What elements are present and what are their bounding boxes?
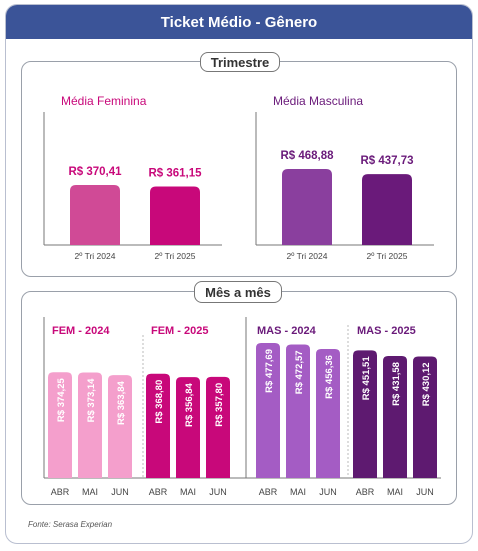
mas-quarter-title: Média Masculina <box>273 94 363 108</box>
mas-2024-value-label: R$ 477,69 <box>264 349 275 393</box>
mas-2024-value-label: R$ 456,36 <box>324 355 335 399</box>
mas-2025-bar <box>413 356 437 478</box>
source-note: Fonte: Serasa Experian <box>28 520 113 529</box>
mas-2024-tick-label: JUN <box>319 487 337 497</box>
fem-2024-bar <box>48 372 72 478</box>
fem-quarter-tick-label: 2º Tri 2025 <box>155 251 196 261</box>
fem-quarter-title: Média Feminina <box>61 94 147 108</box>
fem-2025-title: FEM - 2025 <box>151 325 208 337</box>
fem-2024-value-label: R$ 363,84 <box>116 380 127 425</box>
ticket-card: Ticket Médio - Gênero Trimestre Mês a mê… <box>5 4 473 544</box>
mas-2024-bar <box>316 349 340 478</box>
fem-2025-bar <box>176 377 200 478</box>
mas-2024-bar <box>286 344 310 478</box>
fem-2024-bar <box>108 375 132 478</box>
fem-2025-tick-label: ABR <box>149 487 168 497</box>
month-section-label: Mês a mês <box>194 281 282 303</box>
quarter-section-label: Trimestre <box>200 52 280 72</box>
mas-2025-tick-label: MAI <box>387 487 403 497</box>
mas-2025-value-label: R$ 431,58 <box>391 362 402 406</box>
mas-2025-value-label: R$ 451,51 <box>361 356 372 401</box>
mas-2024-value-label: R$ 472,57 <box>294 350 305 394</box>
mas-quarter-bar <box>362 174 412 245</box>
fem-quarter-bar <box>70 185 120 245</box>
mas-quarter-value-label: R$ 468,88 <box>280 150 334 162</box>
mas-2025-tick-label: JUN <box>416 487 434 497</box>
mas-2025-bar <box>383 356 407 478</box>
fem-2025-tick-label: JUN <box>209 487 227 497</box>
fem-2025-value-label: R$ 368,80 <box>154 380 165 424</box>
charts-canvas: Média Feminina R$ 370,41 2º Tri 2024 R$ 361… <box>43 94 441 497</box>
fem-2024-tick-label: ABR <box>51 487 70 497</box>
mas-2024-title: MAS - 2024 <box>257 325 317 337</box>
fem-2025-bar <box>206 376 230 478</box>
mas-quarter-tick-label: 2º Tri 2025 <box>367 251 408 261</box>
mas-quarter-bar <box>282 169 332 245</box>
fem-quarter-value-label: R$ 361,15 <box>148 167 202 179</box>
fem-quarter-tick-label: 2º Tri 2024 <box>75 251 116 261</box>
fem-2025-value-label: R$ 357,80 <box>214 383 225 427</box>
mas-2024-bar <box>256 343 280 478</box>
fem-2025-bar <box>146 373 170 478</box>
mas-quarter-tick-label: 2º Tri 2024 <box>287 251 328 261</box>
mas-2025-tick-label: ABR <box>356 487 375 497</box>
fem-quarter-bar <box>150 186 200 245</box>
mas-2025-title: MAS - 2025 <box>357 325 416 337</box>
fem-2024-tick-label: JUN <box>111 487 129 497</box>
fem-2024-tick-label: MAI <box>82 487 98 497</box>
fem-2024-value-label: R$ 373,14 <box>86 378 97 423</box>
fem-2024-value-label: R$ 374,25 <box>56 378 67 423</box>
fem-2025-value-label: R$ 356,84 <box>184 382 195 427</box>
card-title: Ticket Médio - Gênero <box>160 13 318 31</box>
mas-2024-tick-label: MAI <box>290 487 306 497</box>
mas-2024-tick-label: ABR <box>259 487 278 497</box>
fem-2025-tick-label: MAI <box>180 487 196 497</box>
mas-2025-bar <box>353 350 377 478</box>
fem-2024-title: FEM - 2024 <box>52 325 110 337</box>
mas-quarter-value-label: R$ 437,73 <box>360 155 413 167</box>
mas-2025-value-label: R$ 430,12 <box>421 362 432 406</box>
fem-2024-bar <box>78 372 102 478</box>
fem-quarter-value-label: R$ 370,41 <box>68 166 122 178</box>
card-header: Ticket Médio - Gênero <box>6 5 472 39</box>
